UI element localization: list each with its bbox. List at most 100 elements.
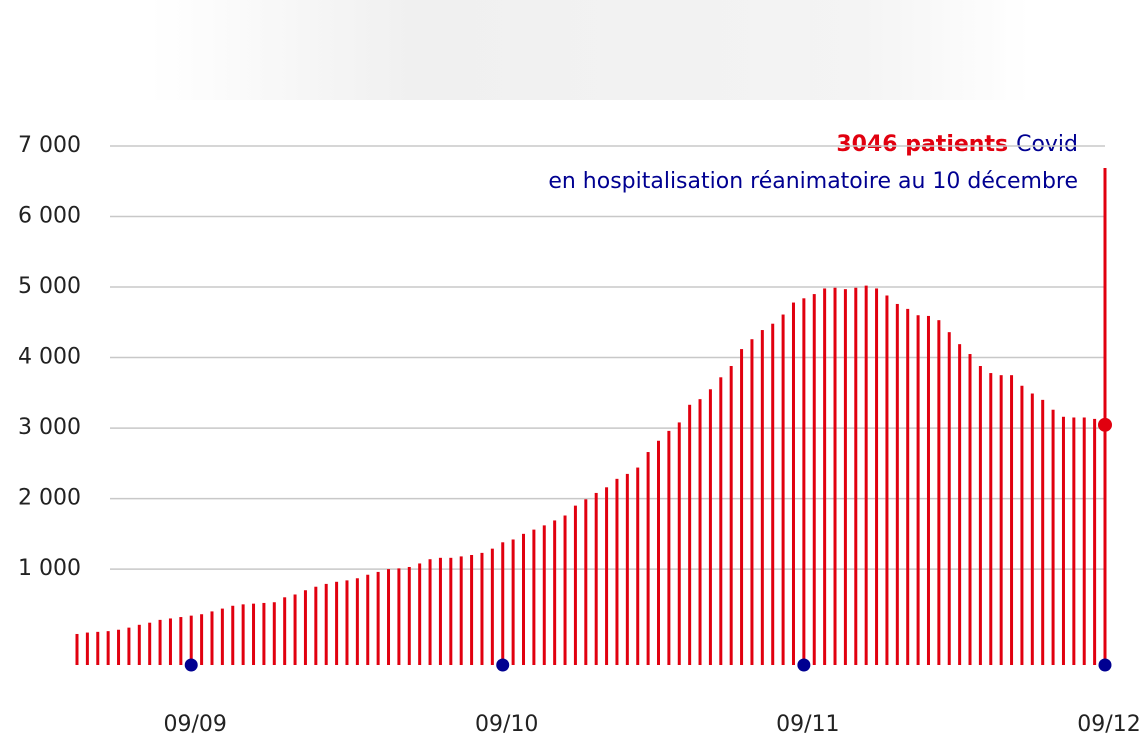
highlight-dot <box>1098 417 1112 432</box>
bar <box>127 627 131 665</box>
x-tick-dot <box>1098 658 1112 672</box>
y-tick-label: 1 000 <box>18 556 81 581</box>
bar <box>210 611 214 665</box>
bar <box>729 366 733 665</box>
bar <box>480 552 484 665</box>
y-tick-label: 6 000 <box>18 204 81 229</box>
bar <box>1020 385 1024 665</box>
bar <box>438 557 442 665</box>
bar <box>906 308 910 665</box>
bar <box>283 597 287 665</box>
bar <box>563 515 567 665</box>
bar <box>937 320 941 665</box>
bar <box>968 354 972 665</box>
bar <box>1082 417 1086 665</box>
bar <box>220 608 224 665</box>
y-tick-label: 7 000 <box>18 133 81 158</box>
bar <box>158 619 162 665</box>
bar <box>584 499 588 665</box>
bar <box>688 404 692 665</box>
bar <box>823 288 827 665</box>
header-fade <box>150 0 1030 100</box>
annotation-line2: en hospitalisation réanimatoire au 10 dé… <box>548 169 1078 194</box>
bar <box>719 377 723 665</box>
bar <box>387 569 391 665</box>
bar <box>615 478 619 665</box>
bar <box>781 314 785 665</box>
bar <box>791 302 795 665</box>
bar <box>335 581 339 665</box>
y-tick-label: 4 000 <box>18 345 81 370</box>
bar <box>854 287 858 665</box>
y-tick-label: 2 000 <box>18 486 81 511</box>
annotation-line1: 3046 patients Covid <box>836 132 1078 157</box>
bar <box>272 602 276 665</box>
bar <box>324 583 328 665</box>
bar <box>958 344 962 665</box>
bar <box>148 622 152 665</box>
bar <box>895 303 899 665</box>
bar <box>947 332 951 665</box>
bar <box>833 287 837 665</box>
bar <box>802 298 806 665</box>
bar <box>117 629 121 665</box>
bar <box>760 330 764 665</box>
bar <box>345 580 349 665</box>
bar <box>999 375 1003 665</box>
bar <box>1072 417 1076 665</box>
bar <box>843 289 847 665</box>
annotation-text: Covid <box>1016 132 1078 157</box>
bar <box>885 295 889 665</box>
bar <box>1051 409 1055 665</box>
bar <box>740 349 744 665</box>
bar <box>75 633 79 665</box>
bar <box>470 554 474 665</box>
bar <box>459 556 463 665</box>
bar <box>511 539 515 665</box>
annotation-highlight: 3046 patients <box>836 132 1008 157</box>
bar <box>875 288 879 665</box>
bar <box>418 563 422 665</box>
x-tick-dot <box>184 658 198 672</box>
bar <box>106 631 110 665</box>
bar <box>646 452 650 665</box>
x-tick-label: 09/11 <box>776 712 839 737</box>
bar <box>594 492 598 665</box>
y-tick-label: 5 000 <box>18 274 81 299</box>
bar <box>366 574 370 665</box>
bar <box>96 631 100 665</box>
bar <box>85 632 89 665</box>
bar <box>231 605 235 665</box>
bar <box>179 617 183 665</box>
bar <box>355 578 359 665</box>
bar <box>168 618 172 665</box>
bar <box>812 294 816 665</box>
bar <box>542 525 546 665</box>
bar <box>200 614 204 665</box>
bar <box>916 315 920 665</box>
bar <box>771 323 775 665</box>
bar <box>1030 393 1034 665</box>
bar <box>656 440 660 665</box>
bar <box>750 339 754 665</box>
bar <box>1093 418 1097 665</box>
bar <box>314 586 318 665</box>
bar <box>303 590 307 665</box>
bar <box>605 487 609 665</box>
bar <box>864 285 868 665</box>
bar <box>667 430 671 665</box>
bar <box>636 467 640 665</box>
y-tick-label: 3 000 <box>18 415 81 440</box>
bar <box>397 568 401 665</box>
bar <box>189 615 193 665</box>
x-tick-label: 09/12 <box>1077 712 1140 737</box>
bar <box>573 505 577 665</box>
bar <box>293 594 297 665</box>
bar <box>407 566 411 665</box>
bar <box>262 602 266 665</box>
x-tick-dot <box>797 658 811 672</box>
bar <box>241 604 245 665</box>
bar <box>926 315 930 665</box>
bar <box>553 520 557 665</box>
